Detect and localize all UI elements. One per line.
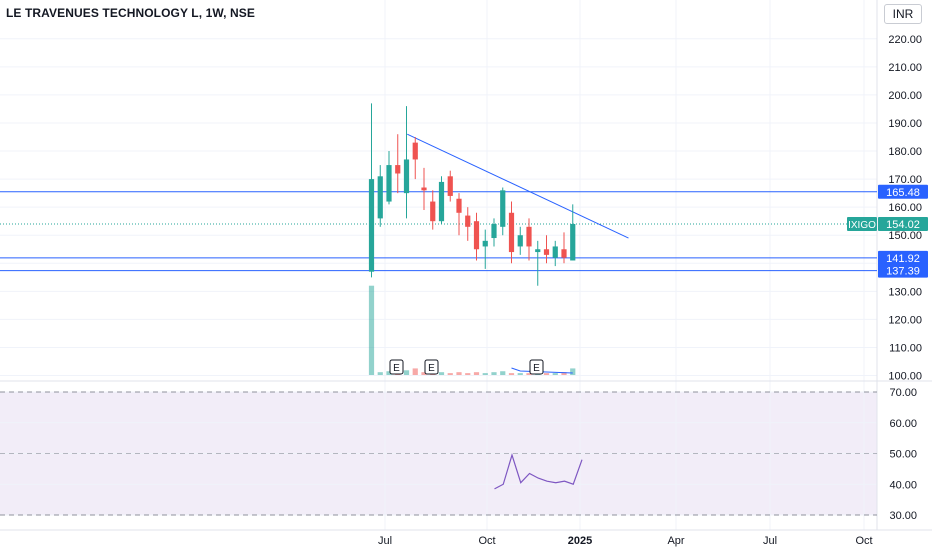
svg-text:E: E (533, 363, 540, 374)
candle-body (395, 165, 401, 174)
earnings-marker[interactable]: E (424, 359, 439, 375)
price-tick-label: 180.00 (888, 146, 922, 158)
volume-bar (421, 372, 427, 375)
symbol-tag-text: IXIGO (848, 220, 876, 231)
candle-body (438, 181, 445, 222)
rsi-tick-label: 70.00 (889, 387, 917, 399)
price-tick-label: 220.00 (888, 34, 922, 46)
price-axis-label (878, 216, 928, 231)
volume-bar (377, 372, 383, 375)
volume-bar (491, 372, 497, 375)
price-tick-label: 130.00 (888, 286, 922, 298)
candle-body (526, 226, 532, 247)
volume-bar (482, 373, 488, 375)
volume-bar (465, 373, 471, 375)
candle-body (447, 176, 453, 196)
candle-body (430, 201, 436, 222)
price-tick-label: 170.00 (888, 174, 922, 186)
volume-bar (500, 371, 506, 375)
volume-bar (473, 372, 480, 375)
earnings-marker[interactable]: E (389, 359, 404, 375)
time-tick-label: Oct (855, 535, 872, 547)
candle-body (491, 224, 497, 239)
candle-body (473, 221, 480, 250)
volume-bar (508, 373, 515, 375)
candle-body (517, 235, 523, 247)
candle-body (543, 249, 550, 255)
candle-body (561, 249, 567, 258)
candle-body (465, 215, 471, 227)
chart-title: LE TRAVENUES TECHNOLOGY L, 1W, NSE (6, 6, 255, 20)
time-tick-label: Jul (378, 535, 392, 547)
candle-body (508, 212, 515, 253)
volume-bar (570, 368, 576, 375)
price-axis-label-text: 141.92 (886, 253, 920, 265)
time-tick-label: Jul (763, 535, 777, 547)
price-tick-label: 210.00 (888, 62, 922, 74)
volume-bar (526, 373, 532, 375)
volume-bar (447, 373, 453, 375)
currency-selector[interactable]: INR (884, 4, 922, 24)
symbol-tag (847, 216, 877, 231)
candle-body (403, 159, 410, 194)
price-axis-label-text: 137.39 (886, 266, 920, 278)
price-axis-label (878, 250, 928, 265)
earnings-marker[interactable]: E (529, 359, 544, 375)
rsi-tick-label: 50.00 (889, 449, 917, 461)
candle-body (368, 179, 375, 272)
volume-bar (438, 372, 445, 375)
price-axis-label-text: 154.02 (886, 219, 920, 231)
volume-bar (552, 373, 558, 375)
price-tick-label: 190.00 (888, 118, 922, 130)
svg-text:E: E (393, 363, 400, 374)
price-tick-label: 150.00 (888, 230, 922, 242)
candle-body (412, 142, 418, 160)
candle-body (386, 165, 392, 202)
price-tick-label: 160.00 (888, 202, 922, 214)
volume-bar (412, 368, 418, 375)
svg-text:E: E (428, 363, 435, 374)
candle-body (421, 187, 427, 191)
candle-body (456, 198, 462, 213)
volume-bar (561, 372, 567, 375)
price-axis-label (878, 184, 928, 199)
price-tick-label: 100.00 (888, 371, 922, 383)
candle-body (377, 176, 383, 219)
volume-bar (456, 372, 462, 375)
volume-bar (403, 370, 410, 375)
price-axis-label-text: 165.48 (886, 187, 920, 199)
volume-bar (386, 371, 392, 375)
time-tick-label: Oct (478, 535, 495, 547)
price-tick-label: 110.00 (889, 342, 922, 354)
candle-body (535, 249, 541, 253)
candle-body (482, 240, 488, 247)
trendline (407, 133, 629, 239)
rsi-tick-label: 30.00 (889, 510, 917, 522)
rsi-tick-label: 40.00 (889, 479, 917, 491)
volume-bar (368, 285, 375, 375)
candle-body (500, 190, 506, 227)
price-tick-label: 120.00 (888, 314, 922, 326)
price-tick-label: 200.00 (888, 90, 922, 102)
time-tick-label: 2025 (568, 535, 592, 547)
volume-bar (543, 373, 550, 375)
price-axis-label (878, 263, 928, 278)
time-tick-label: Apr (667, 535, 684, 547)
candle-body (552, 246, 558, 258)
volume-bar (517, 373, 523, 375)
rsi-tick-label: 60.00 (889, 418, 917, 430)
candle-body (570, 224, 576, 261)
rsi-line (494, 452, 583, 490)
